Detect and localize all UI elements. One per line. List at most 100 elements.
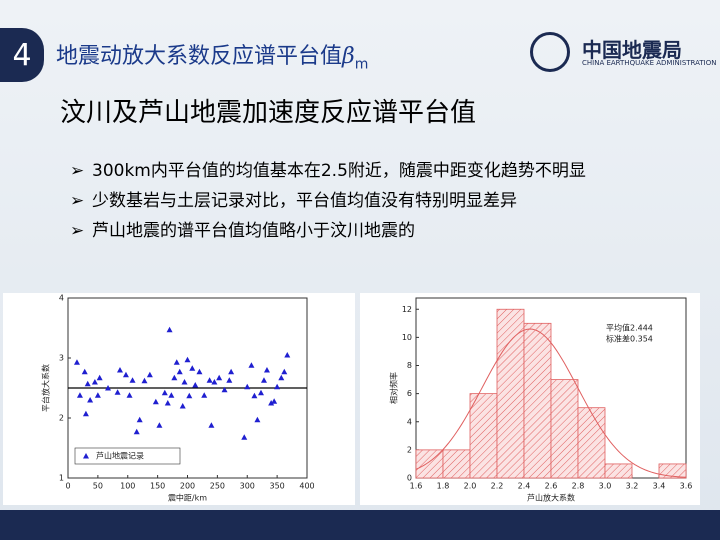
point xyxy=(168,392,175,398)
x-tick-label: 250 xyxy=(210,482,225,491)
slide-title: 地震动放大系数反应谱平台值βm xyxy=(56,38,368,72)
annotation: 标准差0.354 xyxy=(606,334,653,344)
point xyxy=(263,367,270,373)
x-tick-label: 1.6 xyxy=(410,482,423,491)
logo-name: 中国地震局 xyxy=(582,38,682,62)
point xyxy=(122,371,129,378)
y-tick-label: 10 xyxy=(402,333,412,342)
bar xyxy=(469,393,498,479)
x-tick-label: 2.0 xyxy=(464,482,477,491)
y-tick-label: 3 xyxy=(59,354,64,363)
point xyxy=(189,365,196,371)
point xyxy=(126,392,133,398)
point xyxy=(251,392,258,399)
point xyxy=(211,379,218,385)
point xyxy=(81,368,88,375)
point xyxy=(208,422,215,428)
x-tick-label: 200 xyxy=(180,482,195,491)
point xyxy=(129,377,136,383)
subheading: 汶川及芦山地震加速度反应谱平台值 xyxy=(60,98,477,128)
x-tick-label: 3.2 xyxy=(626,482,639,491)
point xyxy=(254,416,261,423)
y-tick-label: 6 xyxy=(407,389,412,398)
x-axis-label: 震中距/km xyxy=(168,493,207,503)
bar xyxy=(658,463,687,479)
point xyxy=(146,371,153,378)
point xyxy=(281,368,288,375)
x-tick-label: 2.8 xyxy=(572,482,585,491)
point xyxy=(176,368,183,375)
point xyxy=(181,379,188,385)
bar xyxy=(550,379,579,479)
logo-emblem xyxy=(530,32,570,72)
x-tick-label: 3.0 xyxy=(599,482,612,491)
x-tick-label: 350 xyxy=(269,482,284,491)
point xyxy=(248,362,255,368)
point xyxy=(284,352,291,358)
point xyxy=(260,377,267,383)
normal-curve xyxy=(415,328,687,478)
y-tick-label: 4 xyxy=(59,294,64,303)
point xyxy=(94,392,101,398)
point xyxy=(268,400,275,406)
point xyxy=(136,416,143,423)
point xyxy=(96,374,103,381)
title-subscript: m xyxy=(354,56,369,73)
point xyxy=(179,403,186,409)
x-tick-label: 3.4 xyxy=(653,482,666,491)
y-tick-label: 1 xyxy=(59,474,64,483)
point xyxy=(114,389,121,395)
y-tick-label: 0 xyxy=(407,474,412,483)
point xyxy=(186,392,193,399)
bullet: 芦山地震的谱平台值均值略小于汶川地震的 xyxy=(70,220,710,242)
bar xyxy=(496,308,525,479)
point xyxy=(164,400,171,406)
point xyxy=(141,377,148,384)
point xyxy=(173,359,180,365)
point xyxy=(82,410,89,417)
footer-bar xyxy=(0,510,720,540)
bar xyxy=(577,407,606,479)
point xyxy=(274,383,281,390)
bar xyxy=(415,449,444,479)
x-tick-label: 0 xyxy=(65,482,70,491)
annotation: 平均值2.444 xyxy=(606,323,653,333)
logo: 中国地震局 CHINA EARTHQUAKE ADMINISTRATION xyxy=(530,32,716,72)
histogram-chart: 1.6 1.8 2.0 2.2 2.4 2.6 2.8 3.0 3.2 3.4 3.6 0 2 4 6 8 10… xyxy=(360,293,700,505)
point xyxy=(91,379,98,385)
logo-english: CHINA EARTHQUAKE ADMINISTRATION xyxy=(582,59,717,67)
point xyxy=(171,374,178,381)
x-tick-label: 2.6 xyxy=(545,482,558,491)
x-tick-label: 400 xyxy=(299,482,314,491)
point xyxy=(192,382,199,388)
slide-number: 4 xyxy=(0,28,44,82)
point xyxy=(278,374,285,381)
point xyxy=(216,374,223,381)
bullet-list: 300km内平台值的均值基本在2.5附近，随震中距变化趋势不明显 少数基岩与土层… xyxy=(70,160,710,250)
point xyxy=(84,380,91,387)
x-tick-label: 1.8 xyxy=(437,482,450,491)
point xyxy=(257,389,264,396)
bullet: 300km内平台值的均值基本在2.5附近，随震中距变化趋势不明显 xyxy=(70,160,710,182)
point xyxy=(161,389,168,396)
legend-marker xyxy=(83,453,89,459)
point xyxy=(206,377,213,383)
y-axis-label: 相对频率 xyxy=(389,372,399,404)
y-tick-label: 4 xyxy=(407,417,412,426)
point xyxy=(156,422,163,428)
point xyxy=(241,434,248,440)
scatter-chart: 0 50 100 150 200 250 300 350 400 1 2 3 4 震中距/km 平台放大系数… xyxy=(3,293,355,505)
x-axis-label: 芦山放大系数 xyxy=(527,493,575,503)
point xyxy=(244,383,251,390)
x-tick-label: 2.2 xyxy=(491,482,504,491)
y-tick-label: 12 xyxy=(402,305,412,314)
y-tick-label: 2 xyxy=(59,414,64,423)
x-tick-label: 3.6 xyxy=(680,482,693,491)
point xyxy=(196,368,203,375)
title-text: 地震动放大系数反应谱平台值 xyxy=(56,44,343,69)
point xyxy=(221,386,228,393)
point xyxy=(133,428,140,435)
point xyxy=(184,356,191,363)
point xyxy=(226,377,233,383)
x-tick-label: 100 xyxy=(120,482,135,491)
